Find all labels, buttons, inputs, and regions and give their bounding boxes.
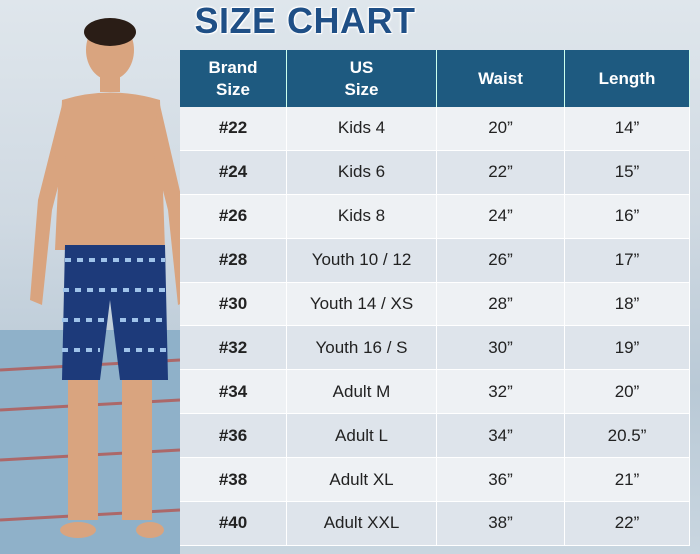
hair xyxy=(84,18,136,46)
header-text: Length xyxy=(598,68,656,88)
table-cell: #36 xyxy=(180,414,287,459)
header-cell: US Size xyxy=(287,50,437,107)
jammer xyxy=(62,245,168,380)
header-text: Size xyxy=(215,79,251,99)
table-cell: #34 xyxy=(180,370,287,415)
model-photo xyxy=(0,18,180,554)
table-cell: #22 xyxy=(180,107,287,151)
table-cell: Kids 4 xyxy=(287,107,437,151)
table-row: #40 Adult XXL 38” 22” xyxy=(180,502,690,546)
size-table: Brand Size US Size Waist Length #22 Kids 4 20” 14… xyxy=(180,50,690,546)
table-cell: 24” xyxy=(437,194,565,239)
table-cell: Youth 16 / S xyxy=(287,326,437,371)
table-cell: 38” xyxy=(437,502,565,546)
table-cell: 19” xyxy=(565,326,690,371)
table-cell: 30” xyxy=(437,326,565,371)
table-cell: Adult M xyxy=(287,370,437,415)
table-cell: Kids 8 xyxy=(287,194,437,239)
table-row: #26 Kids 8 24” 16” xyxy=(180,194,690,239)
jammer-pattern xyxy=(62,258,168,352)
title: SIZE CHART xyxy=(194,0,416,41)
table-cell: #30 xyxy=(180,282,287,327)
table-row: #36 Adult L 34” 20.5” xyxy=(180,414,690,459)
table-cell: Kids 6 xyxy=(287,150,437,195)
header-text: Waist xyxy=(478,68,523,88)
header-text: Brand xyxy=(208,57,258,77)
header-cell: Waist xyxy=(437,50,565,107)
table-cell: 15” xyxy=(565,150,690,195)
table-cell: Youth 14 / XS xyxy=(287,282,437,327)
table-row: #34 Adult M 32” 20” xyxy=(180,370,690,415)
table-row: #22 Kids 4 20” 14” xyxy=(180,107,690,151)
table-cell: 22” xyxy=(565,502,690,546)
table-cell: #24 xyxy=(180,150,287,195)
header-cell: Length xyxy=(565,50,690,107)
header-cell: Brand Size xyxy=(180,50,287,107)
table-row: #30 Youth 14 / XS 28” 18” xyxy=(180,282,690,327)
table-cell: #28 xyxy=(180,238,287,283)
table-cell: 21” xyxy=(565,458,690,503)
table-cell: 28” xyxy=(437,282,565,327)
table-cell: Youth 10 / 12 xyxy=(287,238,437,283)
table-cell: 34” xyxy=(437,414,565,459)
model xyxy=(30,20,180,538)
table-cell: 22” xyxy=(437,150,565,195)
table-cell: 14” xyxy=(565,107,690,151)
table-cell: Adult XL xyxy=(287,458,437,503)
table-cell: 26” xyxy=(437,238,565,283)
header-row: Brand Size US Size Waist Length xyxy=(180,50,690,107)
table-cell: 36” xyxy=(437,458,565,503)
table-cell: #26 xyxy=(180,194,287,239)
table-cell: #32 xyxy=(180,326,287,371)
table-cell: 32” xyxy=(437,370,565,415)
header-text: US xyxy=(349,57,374,77)
table-cell: #38 xyxy=(180,458,287,503)
table-row: #24 Kids 6 22” 15” xyxy=(180,150,690,195)
table-cell: #40 xyxy=(180,502,287,546)
table-row: #28 Youth 10 / 12 26” 17” xyxy=(180,238,690,283)
table-cell: Adult L xyxy=(287,414,437,459)
table-cell: 20” xyxy=(437,107,565,151)
table-cell: Adult XXL xyxy=(287,502,437,546)
table-row: #38 Adult XL 36” 21” xyxy=(180,458,690,503)
table-cell: 18” xyxy=(565,282,690,327)
table-cell: 20” xyxy=(565,370,690,415)
table-cell: 20.5” xyxy=(565,414,690,459)
table-row: #32 Youth 16 / S 30” 19” xyxy=(180,326,690,371)
header-text: Size xyxy=(344,79,379,99)
table-cell: 17” xyxy=(565,238,690,283)
table-cell: 16” xyxy=(565,194,690,239)
